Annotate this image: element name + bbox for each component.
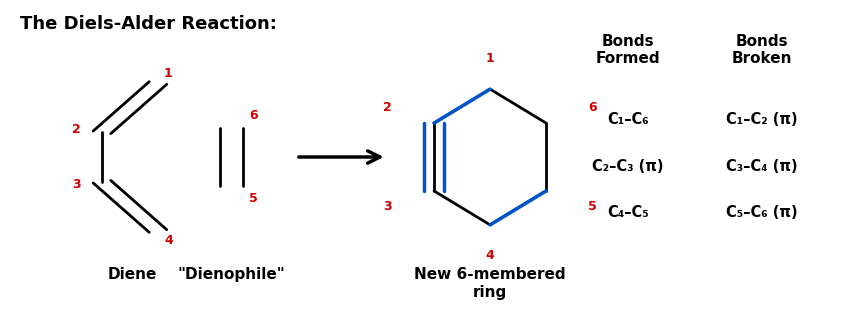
Text: 1: 1 [486, 52, 495, 65]
Text: Diene: Diene [108, 267, 157, 282]
Text: 5: 5 [249, 192, 258, 205]
Text: 2: 2 [72, 123, 81, 136]
Text: 4: 4 [164, 234, 173, 247]
Text: C₄–C₅: C₄–C₅ [608, 205, 649, 220]
Text: 1: 1 [164, 67, 173, 80]
Text: C₃–C₄ (π): C₃–C₄ (π) [726, 159, 798, 174]
Text: 6: 6 [589, 101, 597, 114]
Text: "Dienophile": "Dienophile" [177, 267, 286, 282]
Text: Bonds
Formed: Bonds Formed [595, 34, 661, 66]
Text: New 6-membered
ring: New 6-membered ring [414, 267, 566, 300]
Text: C₂–C₃ (π): C₂–C₃ (π) [592, 159, 664, 174]
Text: 2: 2 [383, 101, 391, 114]
Text: 5: 5 [589, 200, 597, 213]
Text: 6: 6 [249, 109, 258, 122]
Text: The Diels-Alder Reaction:: The Diels-Alder Reaction: [20, 15, 277, 33]
Text: C₅–C₆ (π): C₅–C₆ (π) [726, 205, 798, 220]
Text: 3: 3 [383, 200, 391, 213]
Text: C₁–C₆: C₁–C₆ [608, 112, 649, 127]
Text: 3: 3 [72, 178, 81, 191]
Text: 4: 4 [486, 249, 495, 262]
Text: C₁–C₂ (π): C₁–C₂ (π) [726, 112, 798, 127]
Text: Bonds
Broken: Bonds Broken [732, 34, 792, 66]
